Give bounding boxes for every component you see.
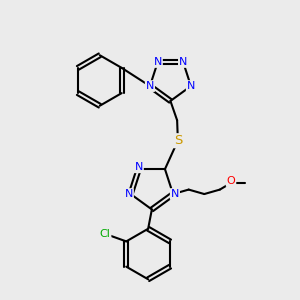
Text: N: N xyxy=(135,162,143,172)
Text: N: N xyxy=(124,189,133,199)
Text: N: N xyxy=(146,81,154,91)
Text: S: S xyxy=(174,134,182,147)
Text: Cl: Cl xyxy=(100,229,110,239)
Text: N: N xyxy=(179,57,187,67)
Text: N: N xyxy=(171,189,179,199)
Text: N: N xyxy=(187,81,195,91)
Text: N: N xyxy=(154,57,162,67)
Text: O: O xyxy=(226,176,236,186)
